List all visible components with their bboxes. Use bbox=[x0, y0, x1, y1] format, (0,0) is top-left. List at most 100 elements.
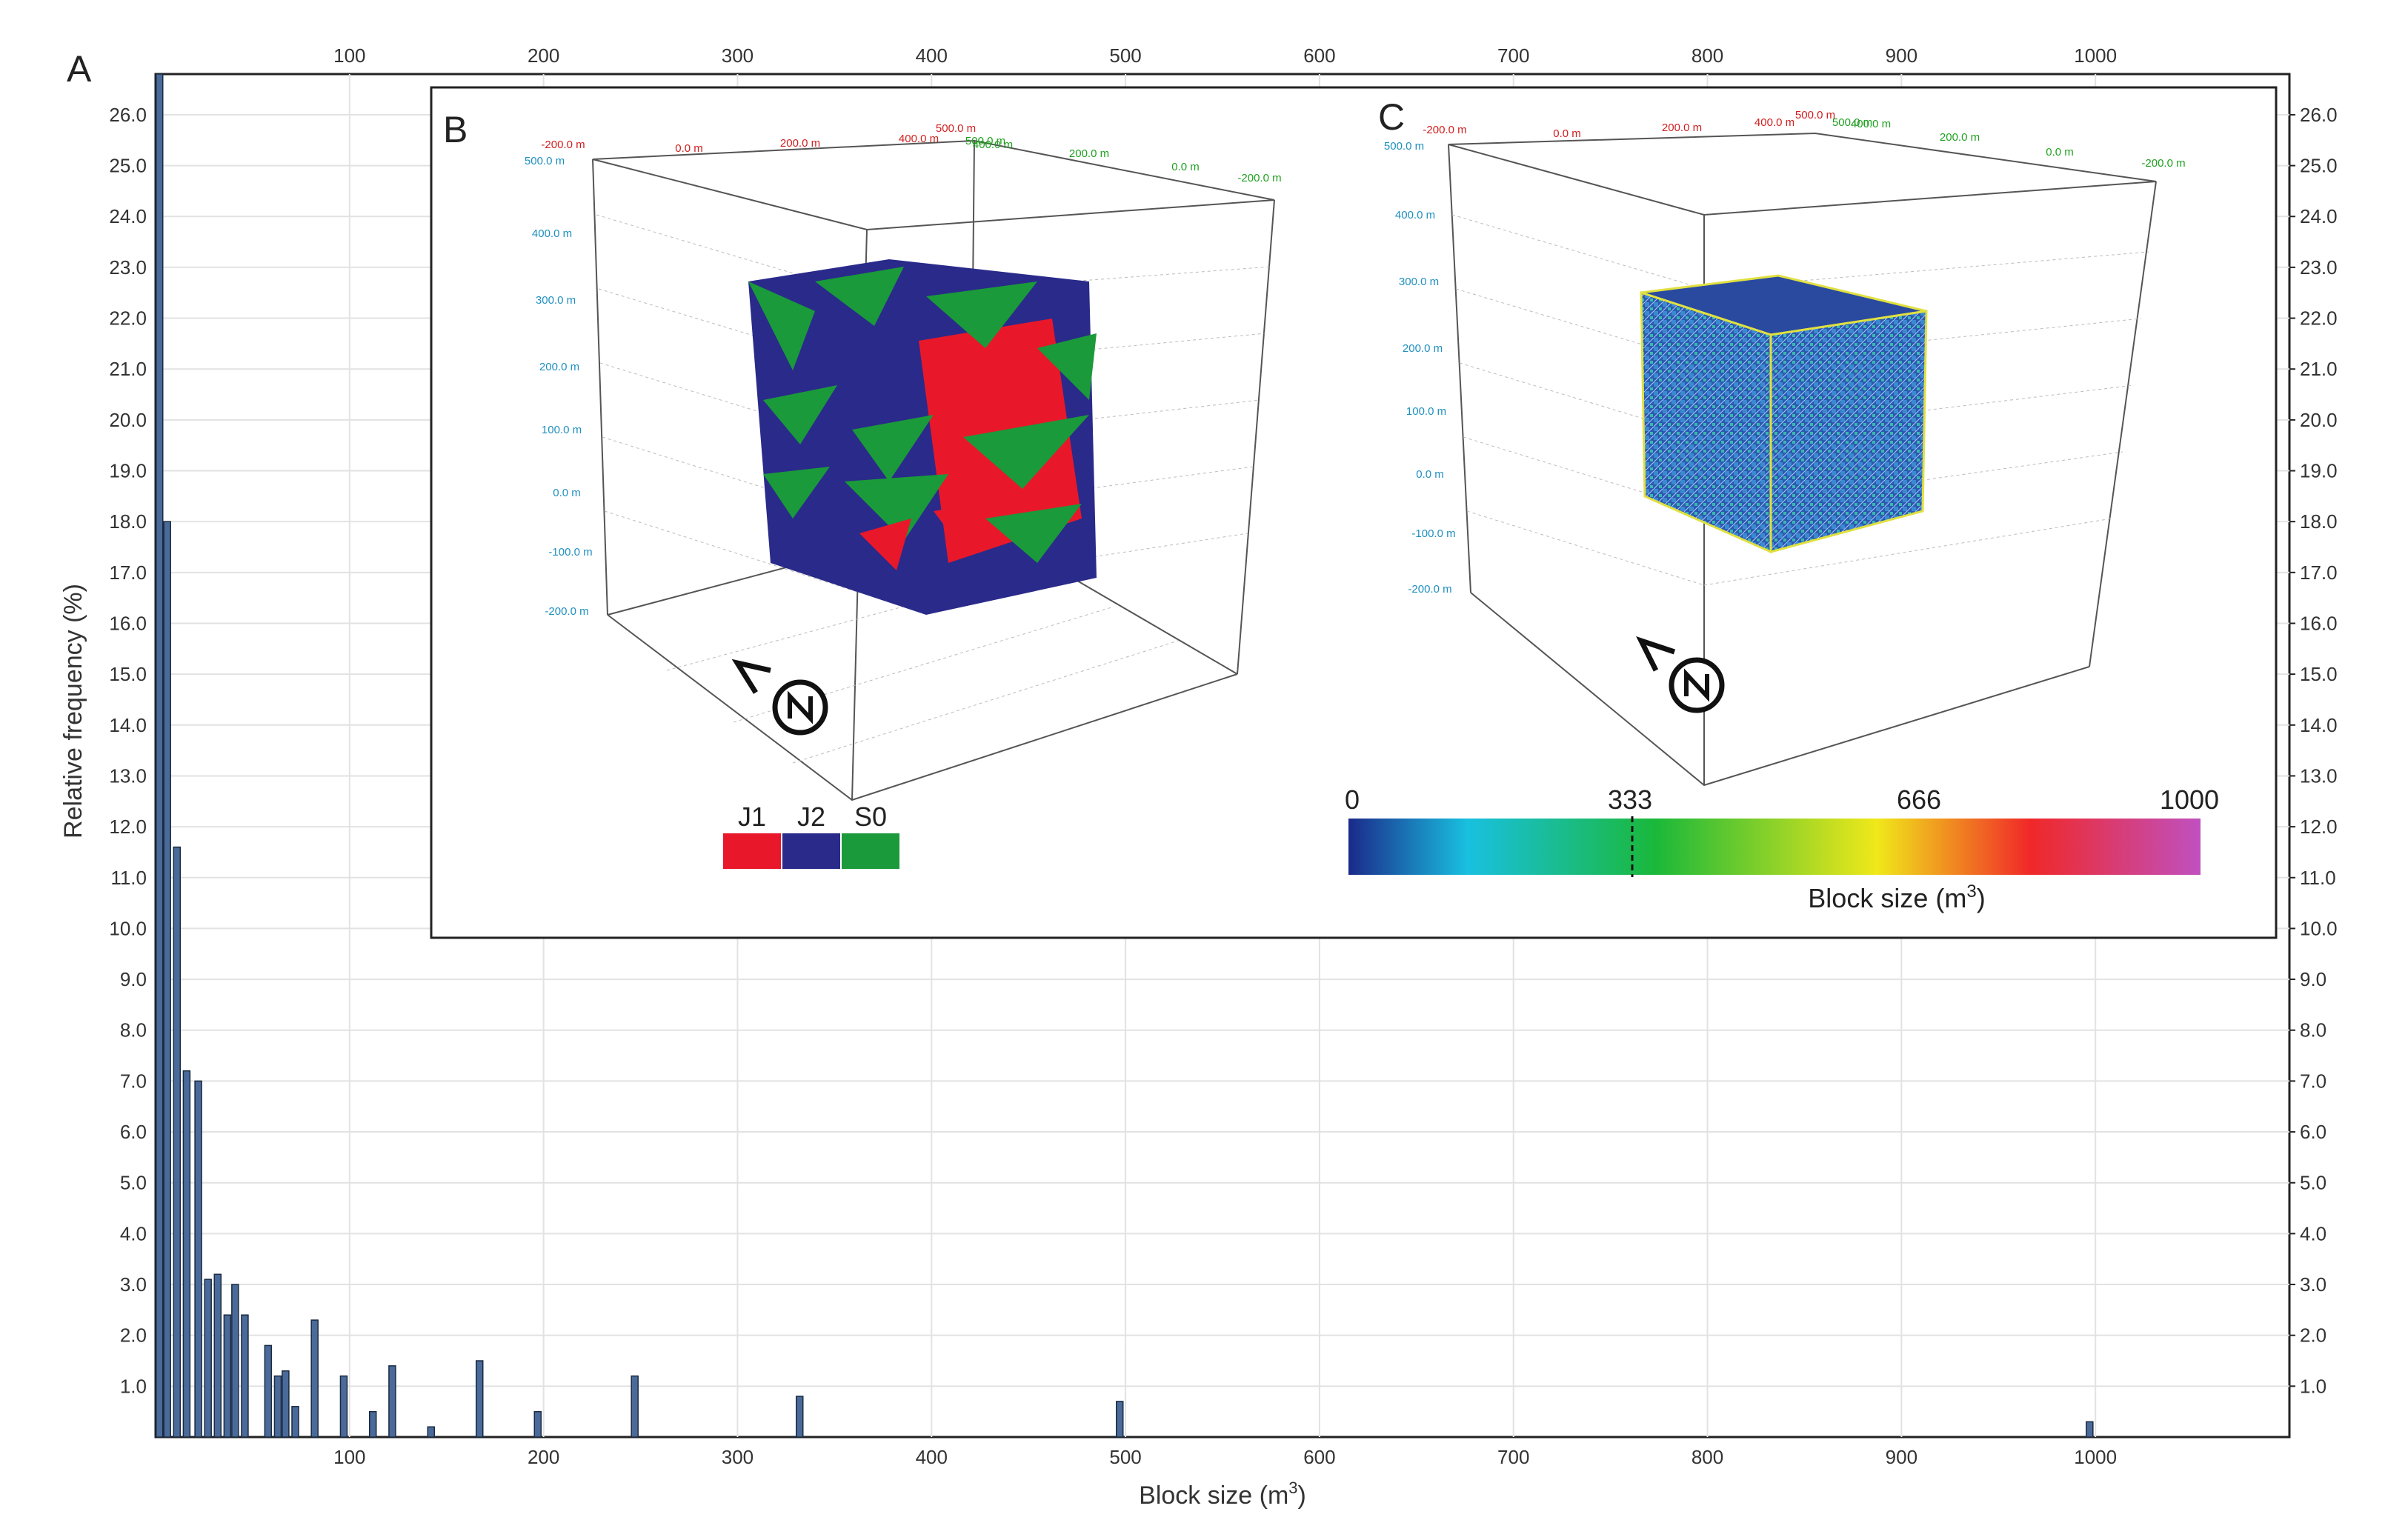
x-tick-labels-top: 100 200 300 400 500 600 700 800 900 1000 bbox=[333, 44, 2117, 67]
y-tick-label-right: 25.0 bbox=[2300, 155, 2338, 177]
x-tick-label-top: 600 bbox=[1303, 44, 1335, 67]
bar bbox=[155, 73, 164, 1438]
y-tick-label-right: 12.0 bbox=[2300, 816, 2338, 838]
x-tick-label-top: 300 bbox=[722, 44, 754, 67]
y-tick-label: 11.0 bbox=[110, 867, 147, 889]
x-tick-label-top: 900 bbox=[1886, 44, 1917, 67]
axis-value-label: 500.0 m bbox=[1832, 116, 1872, 129]
axis-value-label: -100.0 m bbox=[548, 546, 592, 559]
panel-b-north-arrow-icon bbox=[731, 659, 828, 736]
y-tick-label-right: 24.0 bbox=[2300, 205, 2338, 227]
y-tick-label: 2.0 bbox=[120, 1324, 147, 1347]
legend-label-j2: J2 bbox=[797, 801, 825, 832]
panel-b-block-model bbox=[748, 259, 1097, 615]
y-tick-label: 22.0 bbox=[109, 307, 147, 330]
y-tick-label-right: 8.0 bbox=[2300, 1019, 2326, 1041]
legend-swatch-s0 bbox=[842, 833, 899, 869]
y-tick-label-right: 17.0 bbox=[2300, 561, 2338, 584]
axis-value-label: 300.0 m bbox=[1399, 276, 1439, 288]
axis-value-label: 200.0 m bbox=[1069, 147, 1109, 160]
bar bbox=[163, 521, 171, 1438]
legend-label-j1: J1 bbox=[738, 801, 766, 832]
panel-b: B bbox=[443, 109, 1282, 869]
y-tick-label-right: 5.0 bbox=[2300, 1172, 2326, 1194]
x-tick-label-top: 800 bbox=[1692, 44, 1723, 67]
legend-swatch-j1 bbox=[723, 833, 781, 869]
bar bbox=[182, 1070, 191, 1438]
y-tick-label: 13.0 bbox=[109, 764, 147, 787]
axis-value-label: 0.0 m bbox=[1171, 161, 1200, 173]
y-tick-label: 10.0 bbox=[109, 917, 147, 939]
bar bbox=[368, 1410, 377, 1438]
y-tick-label-right: 26.0 bbox=[2300, 104, 2338, 126]
colorbar-tick-666: 666 bbox=[1897, 784, 1941, 815]
axis-value-label: -200.0 m bbox=[541, 139, 585, 151]
y-tick-label: 16.0 bbox=[109, 612, 147, 634]
axis-value-label: -200.0 m bbox=[545, 605, 588, 618]
axis-value-label: 500.0 m bbox=[965, 135, 1005, 147]
y-tick-label: 6.0 bbox=[120, 1121, 147, 1143]
bar bbox=[204, 1279, 212, 1438]
colorbar-title: Block size (m3) bbox=[1808, 881, 1985, 913]
bar bbox=[291, 1406, 299, 1438]
panel-a-label: A bbox=[67, 48, 92, 90]
y-tick-label-right: 3.0 bbox=[2300, 1273, 2326, 1296]
bar bbox=[273, 1375, 282, 1438]
y-tick-label: 15.0 bbox=[109, 663, 147, 685]
y-tick-label: 18.0 bbox=[109, 510, 147, 533]
axis-value-label: 300.0 m bbox=[536, 294, 576, 307]
axis-value-label: 200.0 m bbox=[539, 361, 579, 373]
y-tick-label-right: 19.0 bbox=[2300, 460, 2338, 482]
bar bbox=[795, 1396, 804, 1438]
axis-value-label: 0.0 m bbox=[675, 142, 703, 155]
y-tick-label-right: 10.0 bbox=[2300, 917, 2338, 939]
colorbar-gradient bbox=[1348, 819, 2201, 875]
y-tick-label-right: 4.0 bbox=[2300, 1222, 2326, 1244]
y-tick-label: 1.0 bbox=[120, 1375, 147, 1397]
x-tick-labels-bottom: 100 200 300 400 500 600 700 800 900 1000 bbox=[333, 1446, 2117, 1468]
y-tick-label: 7.0 bbox=[120, 1070, 147, 1092]
x-tick-label-top: 500 bbox=[1109, 44, 1141, 67]
bar bbox=[427, 1426, 436, 1438]
axis-value-label: 400.0 m bbox=[1851, 118, 1891, 130]
axis-value-label: 400.0 m bbox=[532, 227, 572, 240]
axis-value-label: 100.0 m bbox=[542, 424, 582, 436]
bar-series bbox=[155, 73, 2094, 1438]
x-axis-label: Block size (m3) bbox=[1139, 1479, 1306, 1510]
y-tick-label-right: 13.0 bbox=[2300, 764, 2338, 787]
x-tick-label: 500 bbox=[1109, 1446, 1141, 1468]
panel-b-legend: J1 J2 S0 bbox=[723, 801, 899, 869]
axis-value-label: 500.0 m bbox=[1795, 109, 1835, 121]
y-tick-label-right: 14.0 bbox=[2300, 714, 2338, 736]
bar bbox=[213, 1273, 222, 1438]
x-tick-label: 300 bbox=[722, 1446, 754, 1468]
bar bbox=[194, 1080, 202, 1438]
y-tick-label: 4.0 bbox=[120, 1222, 147, 1244]
y-tick-label: 26.0 bbox=[109, 104, 147, 126]
bar bbox=[1115, 1401, 1124, 1438]
axis-value-label: 500.0 m bbox=[525, 155, 565, 167]
panel-c-block-cube bbox=[1640, 274, 1928, 554]
legend-label-s0: S0 bbox=[854, 801, 887, 832]
axis-value-label: 400.0 m bbox=[899, 133, 939, 145]
colorbar-tick-0: 0 bbox=[1345, 784, 1360, 815]
x-tick-label-top: 1000 bbox=[2074, 44, 2117, 67]
bar bbox=[223, 1314, 232, 1438]
panel-c-label: C bbox=[1378, 96, 1405, 138]
bar bbox=[631, 1375, 639, 1438]
panel-c: C bbox=[1345, 96, 2219, 913]
x-tick-label: 900 bbox=[1886, 1446, 1917, 1468]
bar bbox=[241, 1314, 249, 1438]
panel-c-z-axis-labels: 500.0 m 400.0 m 300.0 m 200.0 m 100.0 m 0.0 m… bbox=[1384, 140, 1456, 596]
y-tick-label-right: 1.0 bbox=[2300, 1375, 2326, 1397]
y-tick-label-right: 9.0 bbox=[2300, 968, 2326, 990]
y-tick-label: 20.0 bbox=[109, 409, 147, 431]
colorbar: 0 333 666 1000 Block size (m3) bbox=[1345, 784, 2219, 913]
y-tick-label-right: 11.0 bbox=[2300, 867, 2336, 889]
x-tick-label: 200 bbox=[528, 1446, 559, 1468]
